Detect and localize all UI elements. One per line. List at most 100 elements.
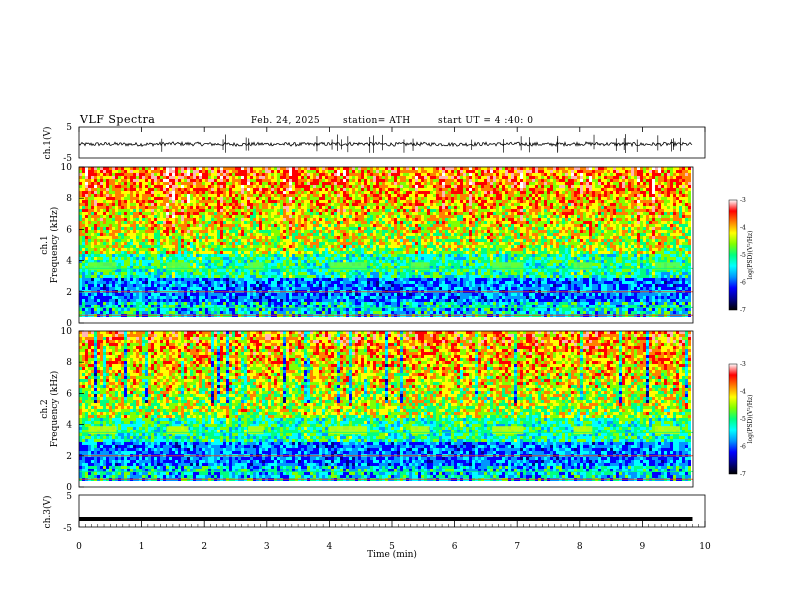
spectrogram-cell — [601, 185, 604, 188]
spectrogram-cell — [445, 191, 448, 194]
spectrogram-cell — [256, 200, 259, 203]
spectrogram-cell — [418, 230, 421, 233]
spectrogram-cell — [484, 188, 487, 191]
spectrogram-cell — [466, 173, 469, 176]
spectrogram-cell — [391, 197, 394, 200]
spectrogram-cell — [532, 236, 535, 239]
spectrogram-cell — [313, 167, 316, 170]
spectrogram-cell — [460, 182, 463, 185]
spectrogram-cell — [526, 227, 529, 230]
spectrogram-cell — [658, 197, 661, 200]
spectrogram-cell — [643, 206, 646, 209]
spectrogram-cell — [442, 200, 445, 203]
spectrogram-cell — [406, 221, 409, 224]
spectrogram-cell — [538, 179, 541, 182]
spectrogram-cell — [448, 200, 451, 203]
spectrogram-cell — [523, 230, 526, 233]
spectrogram-cell — [505, 170, 508, 173]
spectrogram-cell — [646, 182, 649, 185]
spectrogram-cell — [682, 173, 685, 176]
spectrogram-cell — [295, 221, 298, 224]
spectrogram-cell — [673, 194, 676, 197]
spectrogram-cell — [520, 227, 523, 230]
spectrogram-cell — [505, 191, 508, 194]
spectrogram-cell — [133, 233, 136, 236]
spectrogram-cell — [505, 173, 508, 176]
spectrogram-cell — [421, 215, 424, 218]
spectrogram-cell — [457, 167, 460, 170]
spectrogram-cell — [547, 212, 550, 215]
spectrogram-cell — [607, 182, 610, 185]
spectrogram-cell — [163, 179, 166, 182]
spectrogram-cell — [658, 191, 661, 194]
spectrogram-cell — [475, 170, 478, 173]
spectrogram-cell — [262, 215, 265, 218]
spectrogram-cell — [82, 194, 85, 197]
spectrogram-cell — [139, 194, 142, 197]
spectrogram-cell — [286, 230, 289, 233]
spectrogram-cell — [415, 179, 418, 182]
spectrogram-cell — [268, 188, 271, 191]
spectrogram-cell — [196, 203, 199, 206]
spectrogram-cell — [574, 212, 577, 215]
spectrogram-cell — [607, 194, 610, 197]
spectrogram-cell — [166, 182, 169, 185]
spectrogram-cell — [325, 209, 328, 212]
spectrogram-cell — [172, 167, 175, 170]
spectrogram-cell — [538, 170, 541, 173]
spectrogram-cell — [178, 191, 181, 194]
spectrogram-cell — [568, 170, 571, 173]
spectrogram-cell — [490, 236, 493, 239]
spectrogram-cell — [193, 176, 196, 179]
spectrogram-cell — [406, 200, 409, 203]
spectrogram-cell — [151, 212, 154, 215]
spectrogram-cell — [685, 191, 688, 194]
spectrogram-cell — [388, 194, 391, 197]
spectrogram-cell — [367, 224, 370, 227]
spectrogram-cell — [262, 191, 265, 194]
spectrogram-cell — [553, 212, 556, 215]
spectrogram-cell — [343, 179, 346, 182]
spectrogram-cell — [319, 170, 322, 173]
spectrogram-cell — [595, 224, 598, 227]
spectrogram-cell — [355, 212, 358, 215]
spectrogram-cell — [319, 224, 322, 227]
spectrogram-cell — [643, 185, 646, 188]
spectrogram-cell — [418, 224, 421, 227]
spectrogram-cell — [313, 206, 316, 209]
spectrogram-cell — [640, 179, 643, 182]
spectrogram-cell — [238, 194, 241, 197]
spectrogram-cell — [118, 218, 121, 221]
spectrogram-cell — [472, 230, 475, 233]
spectrogram-cell — [322, 191, 325, 194]
spectrogram-cell — [343, 230, 346, 233]
spectrogram-cell — [163, 221, 166, 224]
spectrogram-cell — [235, 230, 238, 233]
spectrogram-cell — [589, 188, 592, 191]
spectrogram-cell — [463, 236, 466, 239]
spectrogram-cell — [418, 173, 421, 176]
spectrogram-cell — [265, 179, 268, 182]
spectrogram-cell — [322, 188, 325, 191]
spectrogram-cell — [571, 209, 574, 212]
spectrogram-cell — [487, 230, 490, 233]
spectrogram-cell — [313, 215, 316, 218]
spectrogram-cell — [508, 206, 511, 209]
spectrogram-cell — [631, 203, 634, 206]
spectrogram-cell — [670, 188, 673, 191]
spectrogram-cell — [601, 176, 604, 179]
spectrogram-cell — [343, 203, 346, 206]
spectrogram-cell — [256, 227, 259, 230]
spectrogram-cell — [184, 221, 187, 224]
spectrogram-cell — [481, 191, 484, 194]
spectrogram-cell — [625, 194, 628, 197]
spectrogram-cell — [505, 203, 508, 206]
spectrogram-cell — [547, 176, 550, 179]
spectrogram-cell — [436, 197, 439, 200]
spectrogram-cell — [547, 182, 550, 185]
spectrogram-cell — [214, 179, 217, 182]
spectrogram-cell — [487, 191, 490, 194]
spectrogram-cell — [601, 191, 604, 194]
spectrogram-cell — [595, 194, 598, 197]
spectrogram-cell — [499, 167, 502, 170]
